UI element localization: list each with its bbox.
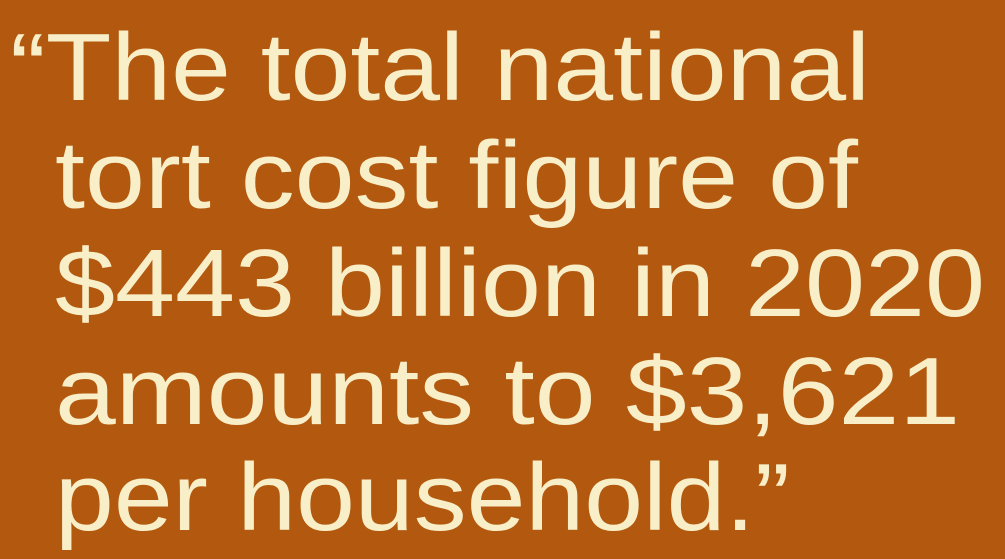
quote-line: tort cost figure of xyxy=(55,122,858,229)
quote-line: $443 billion in 2020 xyxy=(55,230,985,337)
quote-line: per household.” xyxy=(55,444,790,551)
quote-line: amounts to $3,621 xyxy=(55,338,960,445)
quote-line: “The total national xyxy=(10,14,870,121)
